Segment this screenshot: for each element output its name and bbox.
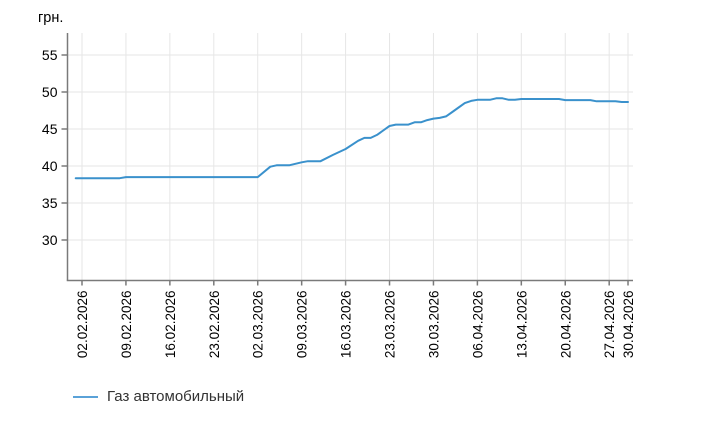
x-tick-label: 13.04.2026: [514, 291, 529, 359]
legend-item-gas[interactable]: Газ автомобильный: [73, 388, 244, 405]
x-tick-label: 27.04.2026: [602, 291, 617, 359]
x-tick-label: 09.03.2026: [295, 291, 310, 359]
x-tick-label: 02.02.2026: [75, 291, 90, 359]
series-line-gas[interactable]: [74, 97, 629, 180]
legend-series-label: Газ автомобильный: [107, 388, 245, 405]
x-tick-label: 06.04.2026: [470, 291, 485, 359]
y-tick-label: 35: [42, 195, 58, 211]
price-line-chart-canvas[interactable]: 55 50 45 40 35 30 02.02.2026 09.02.2026 16.02.20…: [0, 0, 705, 375]
x-tick-label: 30.03.2026: [426, 291, 441, 359]
x-tick-label: 09.02.2026: [119, 291, 134, 359]
y-tick-label: 30: [42, 232, 58, 248]
y-tick-label: 50: [42, 84, 58, 100]
x-tick-label: 02.03.2026: [251, 291, 266, 359]
legend-line-sample-icon: [73, 395, 98, 398]
y-tick-label: 45: [42, 121, 58, 137]
y-tick-label: 40: [42, 158, 58, 174]
x-tick-label: 16.02.2026: [163, 291, 178, 359]
x-tick-label: 23.02.2026: [207, 291, 222, 359]
x-tick-label: 23.03.2026: [383, 291, 398, 359]
x-tick-label: 30.04.2026: [621, 291, 636, 359]
y-tick-label: 55: [42, 47, 58, 63]
y-axis-unit-label: грн.: [38, 10, 64, 26]
x-tick-label: 16.03.2026: [339, 291, 354, 359]
x-tick-label: 20.04.2026: [558, 291, 573, 359]
